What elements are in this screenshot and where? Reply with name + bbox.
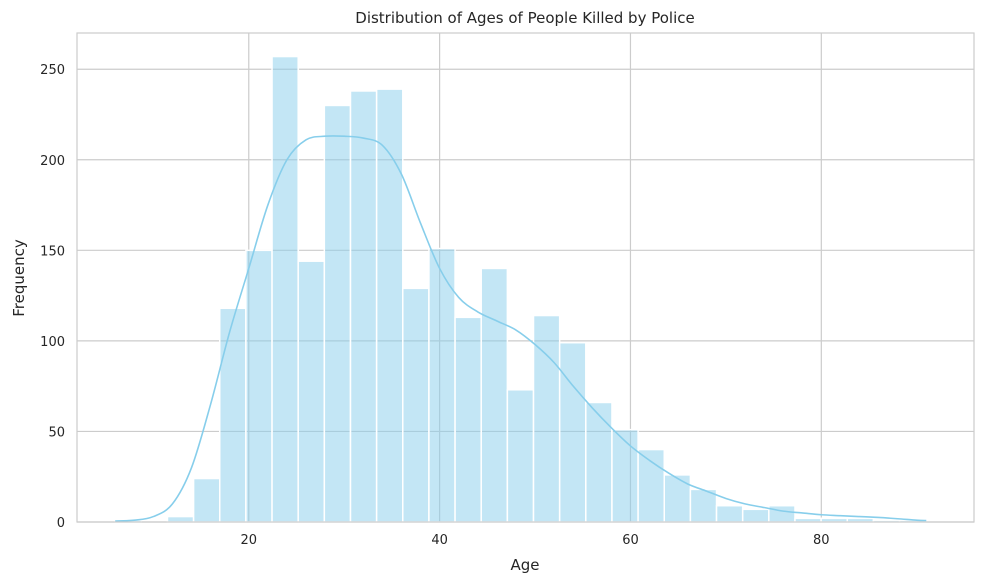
chart-title: Distribution of Ages of People Killed by… xyxy=(355,9,694,27)
histogram-bar-14 xyxy=(480,267,509,523)
histogram-bar-13 xyxy=(454,316,482,523)
histogram-bar-7 xyxy=(297,260,326,523)
histogram-bar-10 xyxy=(375,88,404,523)
histogram-bar-9 xyxy=(349,90,378,523)
kde-line xyxy=(115,135,927,522)
histogram-bar-6 xyxy=(271,55,299,523)
x-tick-label-2: 60 xyxy=(622,533,639,548)
y-tick-label-2: 100 xyxy=(40,335,65,350)
x-axis-ticks: 20 40 60 80 xyxy=(240,533,829,548)
y-tick-label-3: 150 xyxy=(40,244,65,259)
x-tick-label-1: 40 xyxy=(431,533,448,548)
histogram-bar-2 xyxy=(166,515,195,523)
x-tick-label-0: 20 xyxy=(240,533,257,548)
histogram-bar-21 xyxy=(663,474,692,523)
plot-frame xyxy=(76,32,975,523)
histogram-bar-17 xyxy=(558,341,587,523)
histogram-bar-5 xyxy=(245,249,273,523)
y-tick-label-4: 200 xyxy=(40,154,65,169)
histogram-bar-3 xyxy=(192,477,221,523)
y-axis-ticks: 0 50 100 150 200 250 xyxy=(40,63,65,531)
x-tick-label-3: 80 xyxy=(813,533,830,548)
histogram-bar-18 xyxy=(585,401,613,523)
y-axis-label: Frequency xyxy=(10,239,28,317)
histogram-bar-23 xyxy=(715,504,744,523)
y-tick-label-0: 0 xyxy=(57,516,65,531)
histogram-bar-15 xyxy=(506,389,535,523)
histogram-bars xyxy=(114,55,927,523)
histogram-bar-4 xyxy=(219,307,247,523)
x-axis-label: Age xyxy=(510,556,539,574)
histogram-bar-12 xyxy=(428,247,456,523)
y-tick-label-5: 250 xyxy=(40,63,65,78)
histogram-bar-24 xyxy=(741,508,770,523)
histogram-bar-8 xyxy=(323,104,352,523)
histogram-bar-20 xyxy=(637,448,665,523)
y-tick-label-1: 50 xyxy=(48,425,65,440)
histogram-bar-19 xyxy=(611,428,639,523)
histogram-bar-11 xyxy=(402,287,430,523)
histogram-bar-25 xyxy=(768,504,796,523)
